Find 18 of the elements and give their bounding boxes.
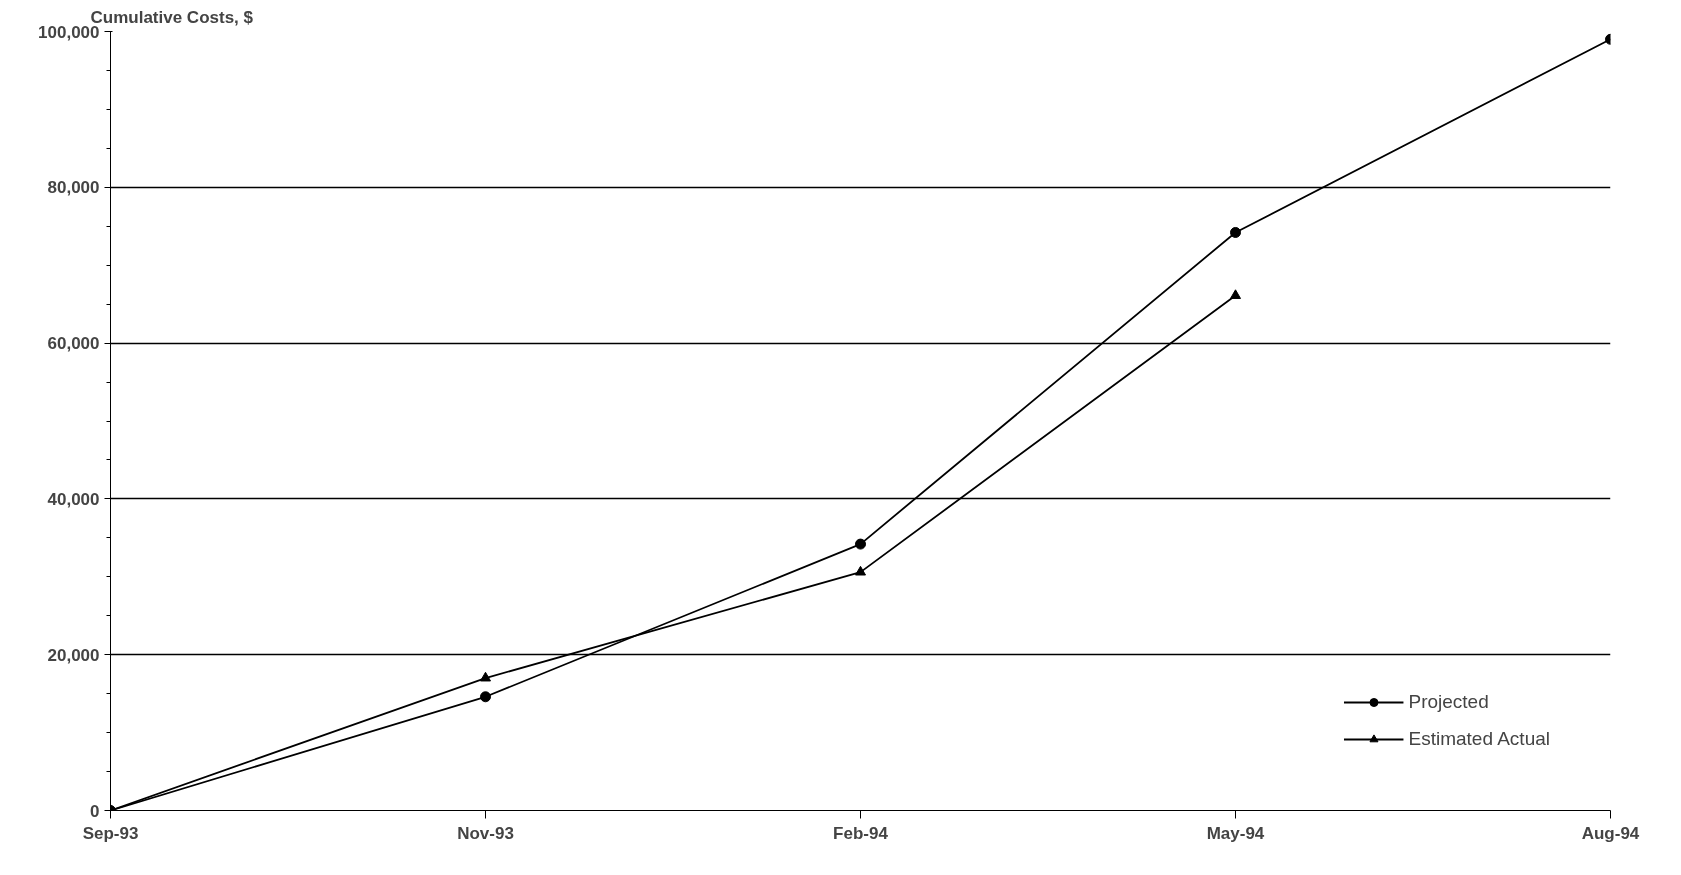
point <box>855 538 866 550</box>
y-tick-label: 20,000 <box>47 645 100 665</box>
point <box>1230 226 1241 238</box>
y-tick-label: 0 <box>90 801 100 821</box>
legend-label: Estimated Actual <box>1408 728 1550 750</box>
x-tick-label: Aug-94 <box>1581 823 1640 843</box>
x-tick-label: Sep-93 <box>82 823 139 843</box>
x-tick-label: Feb-94 <box>833 823 889 843</box>
x-tick-label: Nov-93 <box>457 823 514 843</box>
point <box>1230 289 1241 299</box>
point <box>855 565 866 576</box>
legend-label: Projected <box>1408 691 1489 713</box>
y-tick-label: 80,000 <box>47 178 100 198</box>
y-tick-label: 40,000 <box>47 489 100 509</box>
point <box>480 671 491 682</box>
y-tick-label: 60,000 <box>47 334 100 354</box>
point <box>480 691 491 703</box>
x-tick-label: May-94 <box>1206 823 1265 843</box>
